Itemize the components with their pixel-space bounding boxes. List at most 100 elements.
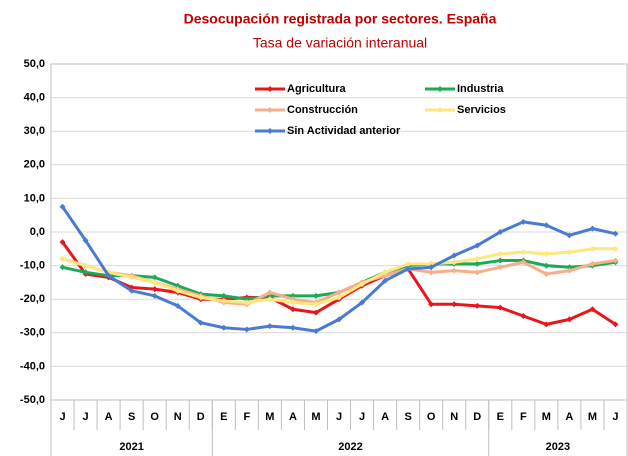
year-label: 2021 (119, 441, 143, 453)
x-tick-label: A (105, 411, 113, 423)
marker (497, 229, 504, 235)
marker (589, 260, 596, 267)
marker (220, 292, 227, 299)
x-tick-label: J (359, 411, 365, 423)
marker (220, 324, 227, 331)
marker (543, 222, 550, 229)
legend-marker (437, 107, 443, 113)
marker (428, 301, 435, 308)
legend-label: Industria (457, 83, 504, 95)
year-label: 2022 (338, 441, 362, 453)
marker (497, 257, 504, 264)
marker (243, 299, 250, 306)
marker (474, 269, 481, 276)
x-tick-label: S (128, 411, 135, 423)
y-tick-label: -20,0 (20, 293, 45, 305)
marker (197, 294, 204, 301)
legend-label: Sin Actividad anterior (287, 125, 401, 137)
marker (128, 274, 135, 281)
marker (289, 299, 296, 306)
x-tick-label: M (542, 411, 551, 423)
chart-subtitle: Tasa de variación interanual (253, 35, 427, 51)
marker (82, 237, 89, 244)
marker (105, 272, 112, 279)
y-tick-label: 0,0 (30, 226, 45, 238)
marker (359, 299, 366, 306)
marker (566, 232, 573, 239)
year-label: 2023 (546, 441, 570, 453)
x-tick-label: F (520, 411, 527, 423)
marker (497, 304, 504, 311)
y-tick-label: -10,0 (20, 260, 45, 272)
marker (382, 269, 389, 276)
marker (451, 267, 458, 274)
marker (243, 296, 250, 303)
x-tick-label: D (197, 411, 205, 423)
marker (174, 302, 181, 309)
x-tick-label: J (336, 411, 342, 423)
x-tick-label: J (82, 411, 88, 423)
marker (520, 249, 527, 256)
marker (151, 274, 158, 281)
marker (566, 316, 573, 323)
marker (520, 259, 527, 266)
series-line (61, 241, 617, 326)
x-tick-label: N (450, 411, 458, 423)
plot-frame (50, 63, 628, 401)
marker (59, 239, 66, 246)
marker (151, 292, 158, 299)
x-tick-label: N (174, 411, 182, 423)
marker (59, 264, 66, 271)
marker (589, 306, 596, 313)
legend-label: Agricultura (287, 83, 347, 95)
marker (243, 326, 250, 333)
marker (289, 306, 296, 313)
x-tick-label: E (497, 411, 504, 423)
y-tick-label: -30,0 (20, 327, 45, 339)
marker (405, 260, 412, 267)
x-tick-label: A (289, 411, 297, 423)
marker (543, 250, 550, 257)
marker (289, 296, 296, 303)
x-tick-label: S (404, 411, 411, 423)
marker (128, 287, 135, 294)
x-tick-label: E (220, 411, 227, 423)
legend-marker (437, 86, 443, 92)
marker (451, 301, 458, 308)
marker (405, 265, 412, 272)
marker (451, 252, 458, 259)
chart-title: Desocupación registrada por sectores. Es… (184, 11, 497, 27)
marker (59, 203, 66, 210)
marker (589, 225, 596, 232)
y-tick-label: 50,0 (24, 58, 45, 70)
marker (543, 321, 550, 328)
marker (312, 309, 319, 316)
y-tick-label: 30,0 (24, 125, 45, 137)
marker (612, 245, 619, 252)
x-tick-label: O (427, 411, 436, 423)
marker (497, 264, 504, 271)
marker (451, 259, 458, 266)
marker (289, 324, 296, 331)
y-tick-label: 20,0 (24, 159, 45, 171)
y-tick-label: 10,0 (24, 192, 45, 204)
marker (266, 296, 273, 303)
legend-label: Construcción (287, 104, 358, 116)
x-tick-label: A (565, 411, 573, 423)
x-tick-label: M (588, 411, 597, 423)
x-tick-label: O (150, 411, 159, 423)
marker (474, 260, 481, 267)
marker (428, 269, 435, 276)
y-tick-label: -40,0 (20, 360, 45, 372)
marker (612, 230, 619, 237)
marker (359, 281, 366, 288)
x-tick-label: D (473, 411, 481, 423)
marker (151, 279, 158, 286)
series-line (61, 205, 616, 333)
legend-marker (267, 128, 273, 134)
marker (266, 323, 273, 330)
marker (382, 277, 389, 284)
marker (520, 313, 527, 319)
marker (543, 271, 550, 277)
